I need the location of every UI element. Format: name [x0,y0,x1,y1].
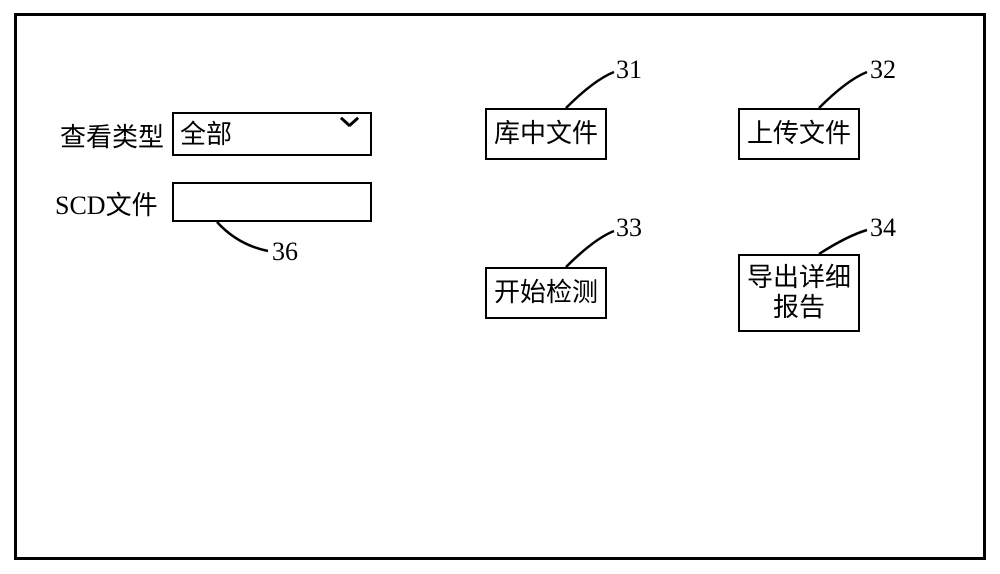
leader-36 [0,0,1000,574]
